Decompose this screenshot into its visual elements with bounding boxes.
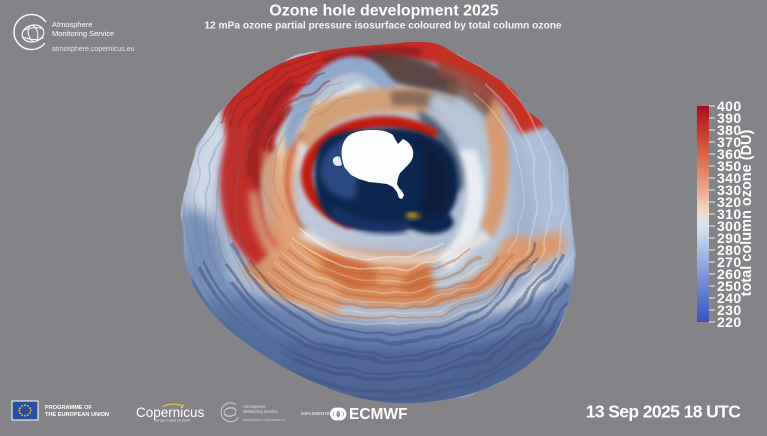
svg-text:370: 370 [717,134,742,150]
svg-text:360: 360 [717,146,742,162]
svg-text:320: 320 [717,194,742,210]
svg-text:330: 330 [717,182,742,198]
svg-text:340: 340 [717,170,742,186]
svg-text:350: 350 [717,158,742,174]
svg-text:total column ozone (DU): total column ozone (DU) [739,129,755,296]
svg-text:290: 290 [717,230,742,246]
svg-text:Ozone hole development 2025: Ozone hole development 2025 [269,3,499,20]
svg-text:Copernicus: Copernicus [136,405,205,420]
svg-text:atmosphere.copernicus.eu: atmosphere.copernicus.eu [52,46,135,53]
svg-text:THE EUROPEAN UNION: THE EUROPEAN UNION [45,412,109,418]
svg-text:300: 300 [717,218,742,234]
svg-text:atmosphere.copernicus.eu: atmosphere.copernicus.eu [243,418,285,422]
svg-text:Europe's eyes on Earth: Europe's eyes on Earth [154,419,190,423]
svg-text:Atmosphere: Atmosphere [52,20,92,29]
svg-text:13 Sep 2025 18 UTC: 13 Sep 2025 18 UTC [586,402,742,422]
svg-text:250: 250 [717,278,742,294]
svg-text:Monitoring Service: Monitoring Service [52,29,114,38]
svg-text:280: 280 [717,242,742,258]
svg-text:IMPLEMENTED BY: IMPLEMENTED BY [301,411,340,416]
svg-text:270: 270 [717,254,742,270]
svg-text:390: 390 [717,110,742,126]
svg-text:Monitoring Service: Monitoring Service [243,409,278,414]
svg-text:230: 230 [717,302,742,318]
svg-text:12 mPa ozone partial pressure: 12 mPa ozone partial pressure isosurface… [204,21,562,32]
svg-text:PROGRAMME OF: PROGRAMME OF [45,405,93,411]
svg-text:220: 220 [717,314,742,330]
svg-text:310: 310 [717,206,742,222]
svg-text:Atmosphere: Atmosphere [243,404,266,409]
svg-text:380: 380 [717,122,742,138]
svg-text:240: 240 [717,290,742,306]
svg-text:400: 400 [717,98,742,114]
svg-text:260: 260 [717,266,742,282]
svg-text:ECMWF: ECMWF [349,406,408,423]
